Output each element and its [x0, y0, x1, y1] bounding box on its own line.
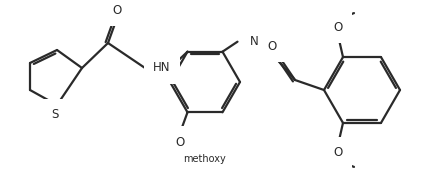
Text: S: S: [51, 108, 58, 121]
Text: NH: NH: [249, 35, 266, 48]
Text: O: O: [176, 136, 185, 149]
Text: O: O: [333, 146, 342, 159]
Text: O: O: [267, 40, 276, 52]
Text: methoxy: methoxy: [183, 154, 225, 164]
Text: O: O: [112, 3, 121, 17]
Text: O: O: [333, 21, 342, 34]
Text: HN: HN: [153, 62, 170, 74]
